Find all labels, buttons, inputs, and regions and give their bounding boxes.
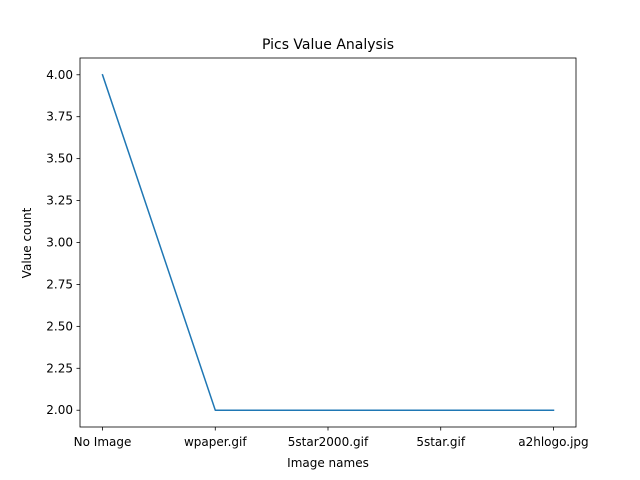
- y-tick-label: 4.00: [46, 68, 73, 82]
- y-tick-label: 3.00: [46, 236, 73, 250]
- y-tick-label: 2.25: [46, 361, 73, 375]
- y-tick-label: 2.50: [46, 319, 73, 333]
- y-tick-label: 3.50: [46, 152, 73, 166]
- y-tick-label: 2.00: [46, 403, 73, 417]
- series-line: [101, 73, 555, 411]
- y-tick-label: 3.75: [46, 110, 73, 124]
- y-axis-label: Value count: [20, 207, 34, 278]
- x-tick-label: No Image: [74, 435, 132, 449]
- x-tick-label: a2hlogo.jpg: [518, 435, 588, 449]
- chart-title: Pics Value Analysis: [262, 37, 394, 53]
- x-axis-label: Image names: [287, 456, 369, 470]
- axes-frame: [79, 57, 577, 428]
- x-tick-label: 5star.gif: [416, 435, 466, 449]
- x-tick-label: wpaper.gif: [184, 435, 247, 449]
- x-tick-label: 5star2000.gif: [288, 435, 369, 449]
- plot-area: 2.00 2.25 2.50 2.75 3.00 3.25 3.50 3.75 4.00 No I…: [46, 57, 589, 449]
- y-tick-label: 2.75: [46, 277, 73, 291]
- y-tick-label: 3.25: [46, 194, 73, 208]
